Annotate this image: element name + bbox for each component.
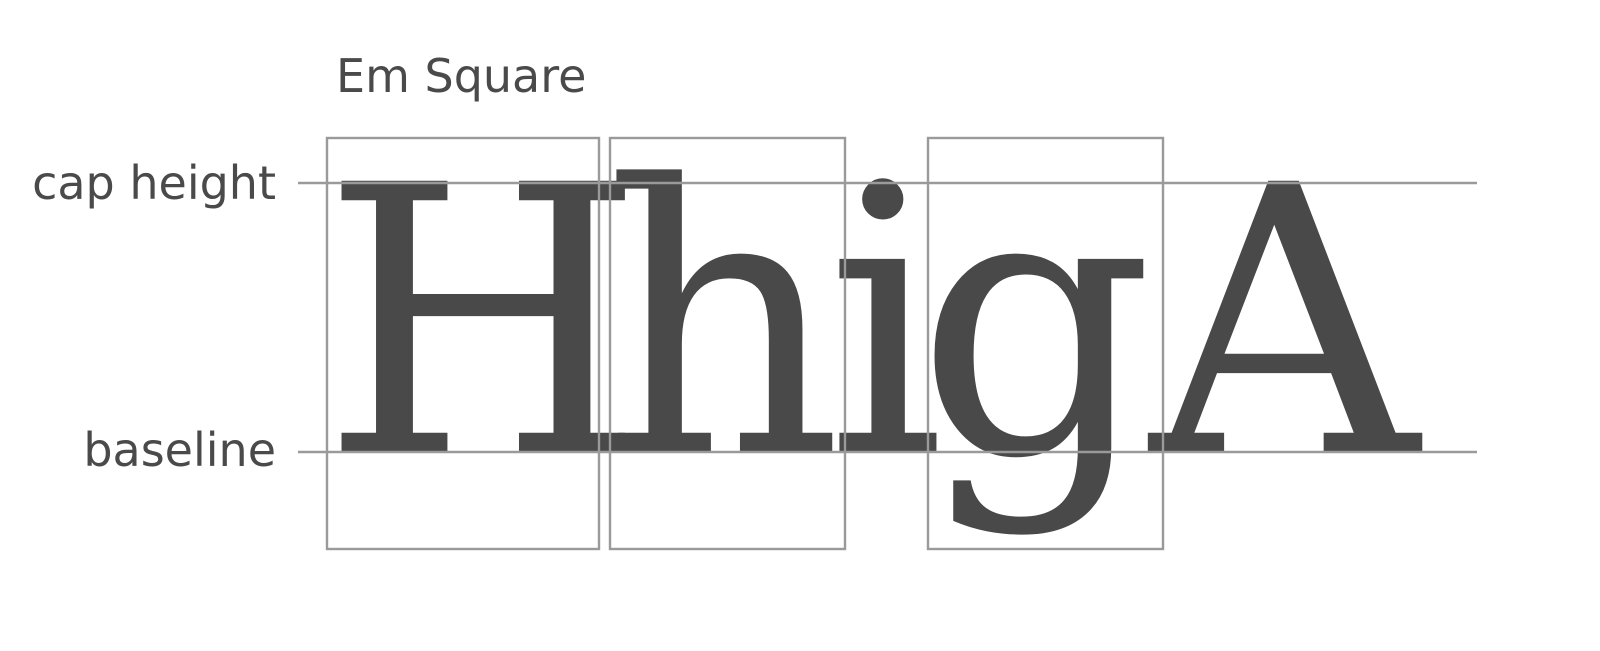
glyph-H: H — [321, 107, 645, 540]
cap-height-label: cap height — [32, 156, 276, 210]
glyph-group: H h i g A — [321, 107, 1423, 540]
glyph-h: h — [603, 107, 843, 540]
em-square-box-h — [608, 136, 847, 551]
em-square-boxes — [325, 136, 1165, 551]
em-square-label: Em Square — [336, 49, 586, 103]
glyph-g: g — [916, 107, 1154, 540]
em-square-box-H — [325, 136, 601, 551]
em-square-box-g — [926, 136, 1165, 551]
glyph-A: A — [1144, 107, 1423, 540]
baseline-label: baseline — [83, 423, 276, 477]
